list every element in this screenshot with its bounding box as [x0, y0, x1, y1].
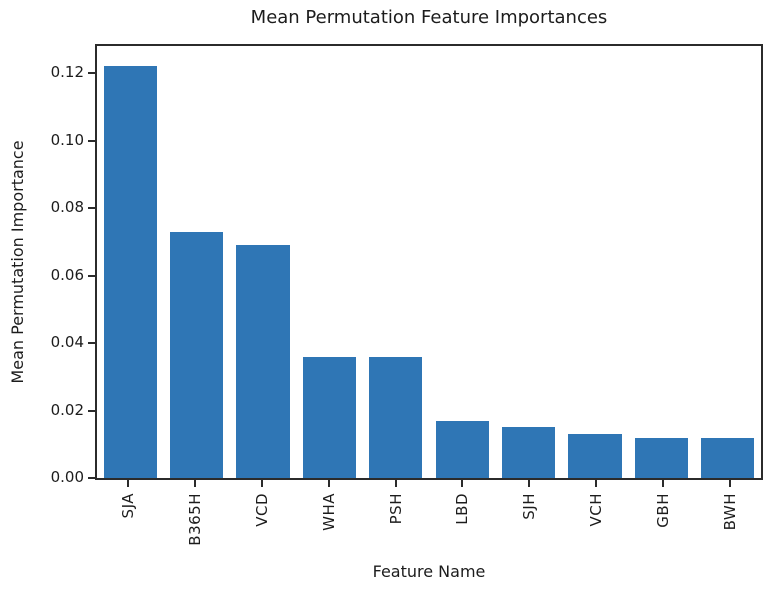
x-tick-mark — [661, 480, 664, 487]
x-tick-label-WHA: WHA — [319, 493, 338, 531]
bar-cell — [97, 46, 163, 478]
x-tick: VCH — [563, 480, 630, 546]
x-tick: GBH — [629, 480, 696, 546]
x-tick-mark — [327, 480, 330, 487]
bar-cell — [230, 46, 296, 478]
bar-cell — [429, 46, 495, 478]
x-tick-label-VCH: VCH — [586, 493, 605, 527]
y-tick-label: 0.02 — [50, 400, 84, 419]
bar-cell — [628, 46, 694, 478]
x-tick: BWH — [696, 480, 763, 546]
x-tick-label-BWH: BWH — [720, 493, 739, 531]
x-tick-mark — [461, 480, 464, 487]
bar-WHA — [302, 356, 356, 478]
y-tick-mark — [88, 72, 95, 74]
x-tick-mark — [194, 480, 197, 487]
x-tick: PSH — [362, 480, 429, 546]
bar-VCH — [568, 434, 622, 478]
bar-BWH — [701, 437, 755, 478]
bar-cell — [495, 46, 561, 478]
x-tick: LBD — [429, 480, 496, 546]
x-axis-label: Feature Name — [372, 562, 486, 581]
bar-cell — [695, 46, 761, 478]
bar-VCD — [236, 245, 290, 478]
bar-B365H — [170, 231, 224, 478]
x-tick: SJA — [95, 480, 162, 546]
y-tick-label: 0.06 — [50, 265, 84, 284]
x-tick: B365H — [162, 480, 229, 546]
x-tick-mark — [528, 480, 531, 487]
x-tick: VCD — [229, 480, 296, 546]
bar-cell — [363, 46, 429, 478]
y-tick-mark — [88, 409, 95, 412]
y-tick-mark — [88, 207, 95, 209]
x-tick-label-SJH: SJH — [520, 493, 539, 520]
x-ticks-container: SJA B365H VCD WHA PSH LBD SJH VCH GBH BWH — [95, 480, 763, 546]
x-tick-label-LBD: LBD — [453, 493, 472, 525]
y-tick-label: 0.08 — [50, 198, 84, 216]
bar-PSH — [369, 356, 423, 478]
bar-SJA — [103, 66, 157, 478]
bar-GBH — [634, 437, 689, 478]
x-tick-mark — [127, 480, 130, 487]
plot-area: 0.00 0.02 0.04 0.06 0.08 0.10 0.12 — [51, 44, 763, 486]
x-tick-mark — [260, 480, 263, 487]
y-tick-label: 0.12 — [50, 63, 84, 81]
y-tick-mark — [88, 477, 95, 479]
y-ticks-container: 0.00 0.02 0.04 0.06 0.08 0.10 0.12 — [51, 46, 761, 486]
y-tick-label: 0.04 — [50, 333, 84, 351]
x-tick-mark — [594, 480, 597, 487]
bar-cell — [163, 46, 229, 478]
bar-LBD — [435, 420, 489, 478]
y-tick-label: 0.10 — [50, 130, 84, 149]
x-tick: WHA — [295, 480, 362, 546]
bars-container — [97, 46, 761, 478]
x-tick-mark — [728, 480, 731, 487]
y-tick-mark — [88, 139, 95, 142]
x-tick-label-SJA: SJA — [119, 493, 138, 519]
bar-cell — [562, 46, 628, 478]
y-tick-mark — [88, 274, 95, 277]
chart-title: Mean Permutation Feature Importances — [250, 7, 608, 28]
x-tick-label-PSH: PSH — [386, 493, 405, 525]
y-tick-mark — [88, 342, 95, 344]
x-tick-label-B365H: B365H — [186, 493, 205, 546]
x-tick: SJH — [496, 480, 563, 546]
x-tick-label-GBH: GBH — [653, 493, 672, 528]
x-tick-mark — [394, 480, 397, 487]
y-axis-label: Mean Permutation Importance — [8, 140, 27, 384]
bar-cell — [296, 46, 362, 478]
bar-SJH — [502, 427, 556, 478]
x-tick-label-VCD: VCD — [252, 493, 271, 527]
y-tick-label: 0.00 — [50, 468, 84, 486]
